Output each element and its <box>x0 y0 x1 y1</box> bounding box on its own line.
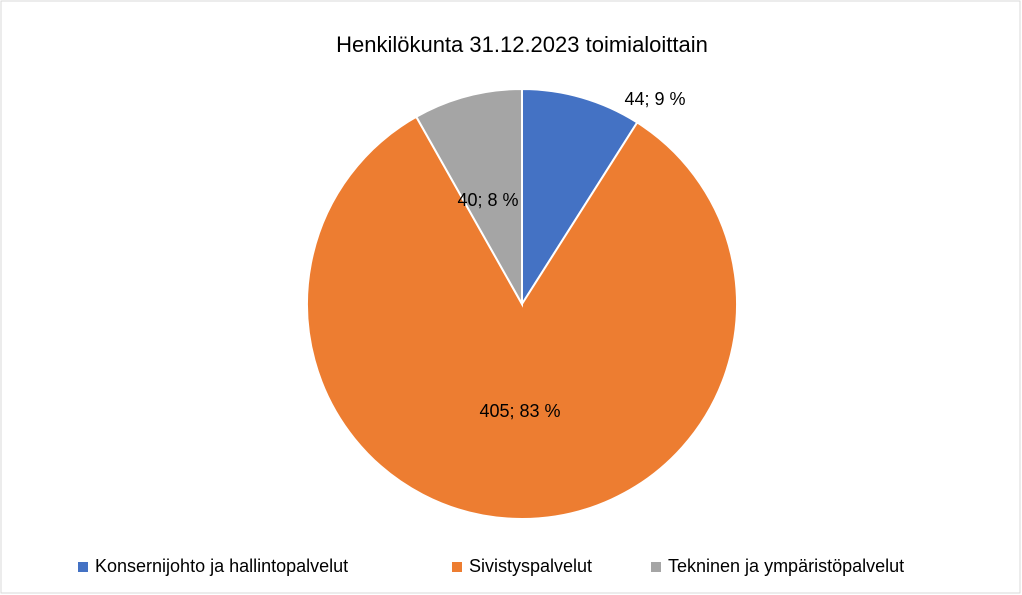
pie-slice <box>306 115 738 520</box>
data-label: 44; 9 % <box>624 89 685 109</box>
legend-swatch <box>651 562 661 572</box>
legend-label: Tekninen ja ympäristöpalvelut <box>668 556 904 576</box>
data-label: 405; 83 % <box>479 401 560 421</box>
pie-slice <box>521 87 639 308</box>
legend-swatch <box>452 562 462 572</box>
legend-label: Konsernijohto ja hallintopalvelut <box>95 556 348 576</box>
data-label: 40; 8 % <box>457 190 518 210</box>
chart-title: Henkilökunta 31.12.2023 toimialoittain <box>336 32 708 57</box>
legend-swatch <box>78 562 88 572</box>
pie-slice <box>414 87 523 308</box>
legend-label: Sivistyspalvelut <box>469 556 592 576</box>
